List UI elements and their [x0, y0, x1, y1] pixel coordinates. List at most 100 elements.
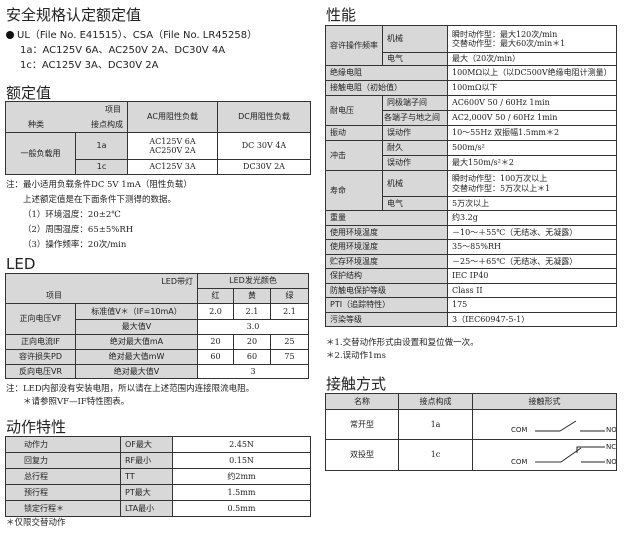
safety-line1: UL（File No. E41515）、CSA（File No. LR45258… [6, 26, 257, 41]
dc-1c: DC30V 2A [217, 159, 311, 175]
perf-value: 35～85%RH [447, 239, 617, 255]
withstand-label: 耐电压 [325, 95, 383, 126]
perf-label: 贮存环境温度 [325, 253, 448, 269]
h-config: 接点构成 [398, 393, 473, 410]
rated-note: 上述额定值是在下面条件下测得的数据。 [23, 195, 177, 205]
freq-mech1: 瞬时动作型：最大120次/min [452, 29, 558, 39]
vf-red: 2.0 [197, 303, 235, 320]
contact-title: 接触方式 [326, 375, 387, 393]
color-red: 红 [197, 288, 235, 304]
h-name: 名称 [325, 393, 399, 410]
insul-value: 100MΩ以上（以DC500V绝缘电阻计测量） [447, 65, 617, 81]
life-mech-label: 机械 [382, 170, 448, 197]
ac-1a-1: AC125V 6A [149, 136, 196, 146]
perf-label: 防触电保护等级 [325, 282, 448, 298]
rated-note: 注：最小适用负载条件DC 5V 1mA（阻性负载） [6, 180, 192, 190]
action-label: 预行程 [5, 484, 121, 501]
sh1-value: 500m/s² [447, 140, 617, 156]
safety-line3: 1c：AC125V 3A、DC30V 2A [20, 60, 159, 71]
life-label: 寿命 [325, 170, 383, 211]
h-kind: 种类 [28, 119, 44, 129]
perf-title: 性能 [326, 6, 357, 24]
perf-value: IEC IP40 [447, 268, 617, 284]
action-symbol: RF最小 [120, 452, 173, 469]
perf-row: 使用环境温度 －10～＋55℃（无结冰、无凝露） [325, 224, 617, 240]
action-table: 动作力 OF最大 2.45N 回复力 RF最小 0.15N 总行程 TT 约2mm 预行程 PT最大… [5, 436, 311, 517]
sh1-label: 耐久 [382, 140, 448, 156]
if-green: 25 [270, 334, 310, 350]
safety-title: 安全规格认定额定值 [6, 6, 142, 24]
perf-row: 使用环境湿度 35～85%RH [325, 239, 617, 255]
shock-label: 冲击 [325, 140, 383, 171]
freq-mech2: 交替动作型：最大60次/min＊1 [452, 39, 566, 48]
h-lamp: LED带灯 [4, 273, 199, 289]
contact-config-1a: 1a [398, 409, 473, 440]
h-dc: DC用阻性负载 [217, 101, 311, 133]
if-sub: 绝对最大值mA [74, 334, 199, 350]
perf-value: －25～＋65℃（无结冰、无凝露） [447, 253, 617, 269]
h-color: LED发光颜色 [197, 273, 310, 289]
perf-row: 贮存环境温度 －25～＋65℃（无结冰、无凝露） [325, 253, 617, 269]
perf-value: 3（IEC60947-5-1） [447, 311, 617, 327]
contact-table: 名称 接点构成 接触形式 常开型 1a COM NO 双投型 1c COM NC NO [325, 393, 617, 471]
life-mech1: 瞬时动作型：100万次以上 [452, 174, 548, 184]
action-symbol: LTA最小 [120, 500, 173, 517]
action-row: 总行程 TT 约2mm [5, 468, 311, 485]
contact-config-1c: 1c [398, 439, 473, 471]
rated-note: （3）操作频率：20次/min [23, 240, 127, 250]
rated-title: 额定值 [6, 84, 52, 102]
contact-form-1c: COM NC NO [472, 439, 617, 471]
pd-sub: 绝对最大值mW [74, 349, 199, 365]
action-value: 2.45N [172, 436, 311, 453]
com-label: COM [511, 426, 528, 434]
com-label: COM [511, 458, 528, 466]
action-row: 锁定行程＊ LTA最小 0.5mm [5, 500, 311, 517]
perf-row: 污染等级 3（IEC60947-5-1） [325, 311, 617, 327]
freq-label: 容许操作频率 [325, 25, 383, 66]
action-value: 约2mm [172, 468, 311, 485]
led-note: ＊请参照VF—IF特性图表。 [23, 397, 130, 407]
action-row: 预行程 PT最大 1.5mm [5, 484, 311, 501]
ws2-value: AC2,000V 50 / 60Hz 1min [447, 110, 617, 126]
vr-label: 反向电压VR [5, 364, 76, 379]
ws1-value: AC600V 50 / 60Hz 1min [447, 95, 617, 111]
rated-header-corner: 项目 种类 接点构成 [5, 101, 128, 133]
freq-elec: 最大（20次/min） [447, 52, 617, 66]
pd-red: 60 [197, 349, 235, 365]
if-red: 20 [197, 334, 235, 350]
ws1-label: 同极端子间 [382, 95, 448, 111]
action-value: 0.5mm [172, 500, 311, 517]
perf-note: ＊1.交替动作形式由设置和复位做一次。 [326, 338, 479, 348]
vf-max: 3.0 [197, 319, 310, 335]
rated-kind: 一般负载用 [5, 132, 76, 175]
if-label: 正向电流IF [5, 334, 76, 350]
ac-1c: AC125V 3A [127, 159, 218, 175]
ac-1a: AC125V 6A AC250V 2A [127, 132, 218, 160]
freq-elec-label: 电气 [382, 52, 448, 66]
sh2-label: 误动作 [382, 155, 448, 171]
contact-1a: 1a [75, 132, 128, 160]
action-row: 动作力 OF最大 2.45N [5, 436, 311, 453]
perf-row: 保护结构 IEC IP40 [325, 268, 617, 284]
life-elec: 5万次以上 [447, 196, 617, 211]
color-yellow: 黄 [233, 288, 272, 304]
h-item: 项目 [105, 105, 121, 114]
h-ac: AC用阻性负载 [127, 101, 218, 133]
perf-value: Class II [447, 282, 617, 298]
pd-yellow: 60 [233, 349, 272, 365]
vf-green: 2.1 [270, 303, 310, 320]
pd-label: 容许损失PD [5, 349, 76, 365]
freq-mech: 瞬时动作型：最大120次/min 交替动作型：最大60次/min＊1 [447, 25, 617, 53]
action-row: 回复力 RF最小 0.15N [5, 452, 311, 469]
led-table: LED带灯 LED发光颜色 项目红黄绿 正向电压VF 标准值V＊（IF=10mA） 2… [4, 273, 310, 379]
dc-1a: DC 30V 4A [217, 132, 311, 160]
ac-1a-2: AC250V 2A [149, 146, 196, 155]
no-label: NO [606, 426, 617, 434]
perf-label: 使用环境温度 [325, 224, 448, 240]
perf-row: 重量 约3.2g [325, 210, 617, 226]
switch-changeover-diagram [535, 446, 605, 463]
h-form: 接触形式 [472, 393, 617, 410]
action-label: 动作力 [5, 436, 121, 453]
led-note: 注：LED内部没有安装电阻，所以请在上述范围内连接限流电阻。 [6, 384, 255, 394]
action-value: 1.5mm [172, 484, 311, 501]
